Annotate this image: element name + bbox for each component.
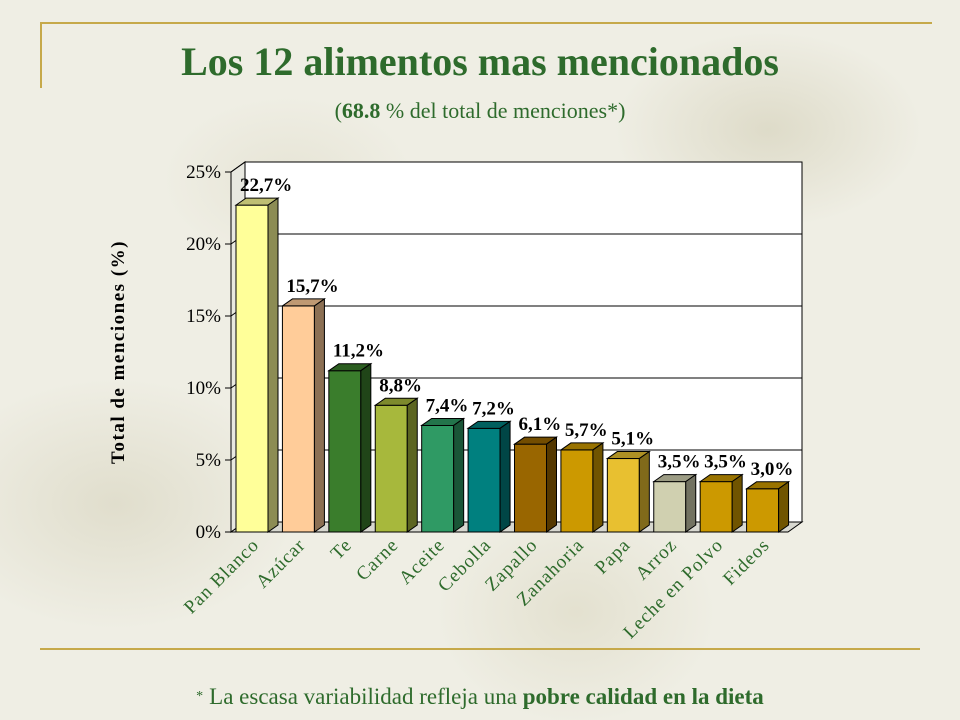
y-tick-label: 5% — [196, 450, 222, 471]
subtitle-open: ( — [334, 98, 342, 123]
bar-side — [685, 473, 697, 533]
data-label: 8,8% — [379, 375, 422, 396]
data-label: 7,4% — [426, 395, 469, 416]
category-label: Pan Blanco — [180, 535, 263, 618]
bar — [374, 404, 408, 533]
bar-side — [499, 420, 511, 533]
data-label: 11,2% — [333, 341, 384, 362]
bar-side — [546, 436, 557, 533]
data-label: 22,7% — [240, 175, 292, 196]
footnote-star: * — [196, 689, 204, 704]
frame-left-line — [40, 22, 42, 88]
data-label: 6,1% — [519, 414, 562, 435]
data-label: 15,7% — [286, 276, 338, 297]
category-label: Carne — [352, 535, 402, 585]
bar-side — [313, 297, 325, 533]
frame-top-line — [40, 22, 932, 24]
bar-side — [360, 362, 372, 533]
bar-side — [453, 417, 465, 533]
data-label: 3,5% — [704, 452, 747, 473]
frame-bottom-line — [40, 648, 920, 650]
category-label: Azúcar — [252, 535, 310, 593]
bar — [699, 481, 733, 533]
subtitle-value: 68.8 — [341, 98, 381, 123]
bar-side — [406, 397, 418, 533]
bar-side — [267, 197, 279, 533]
bar — [281, 305, 315, 533]
data-label: 5,1% — [611, 429, 654, 450]
y-tick-label: 25% — [186, 162, 221, 183]
bar-side — [731, 473, 743, 533]
category-label: Fideos — [719, 535, 774, 590]
bar — [606, 458, 640, 533]
y-tick-label: 20% — [186, 234, 221, 255]
data-label: 3,5% — [658, 452, 701, 473]
bar — [421, 424, 455, 533]
gridline — [230, 161, 802, 173]
bar — [235, 204, 269, 533]
y-axis-label: Total de menciones (%) — [108, 240, 129, 464]
category-label: Papa — [591, 535, 635, 579]
bar-side — [592, 441, 604, 533]
bar — [467, 427, 501, 533]
subtitle-rest: % del total de menciones*) — [380, 98, 626, 123]
footnote-text: La escasa variabilidad refleja una — [209, 684, 523, 709]
bar-side — [638, 450, 650, 533]
footnote-emphasis: pobre calidad en la dieta — [522, 684, 764, 709]
bar-side — [778, 480, 790, 533]
footnote: * La escasa variabilidad refleja una pobr… — [0, 684, 960, 710]
category-label: Te — [327, 535, 356, 564]
y-tick-label: 10% — [186, 378, 221, 399]
bar — [328, 370, 362, 533]
bar — [560, 449, 594, 533]
y-tick-label: 0% — [196, 522, 222, 543]
bar — [653, 481, 687, 533]
data-label: 5,7% — [565, 420, 608, 441]
data-label: 7,2% — [472, 398, 515, 419]
page-title: Los 12 alimentos mas mencionados — [181, 39, 779, 84]
page-subtitle: (68.8 % del total de menciones*) — [0, 98, 960, 124]
bar — [514, 443, 547, 533]
data-label: 3,0% — [751, 459, 794, 480]
y-tick-label: 15% — [186, 306, 221, 327]
bar — [746, 488, 780, 533]
